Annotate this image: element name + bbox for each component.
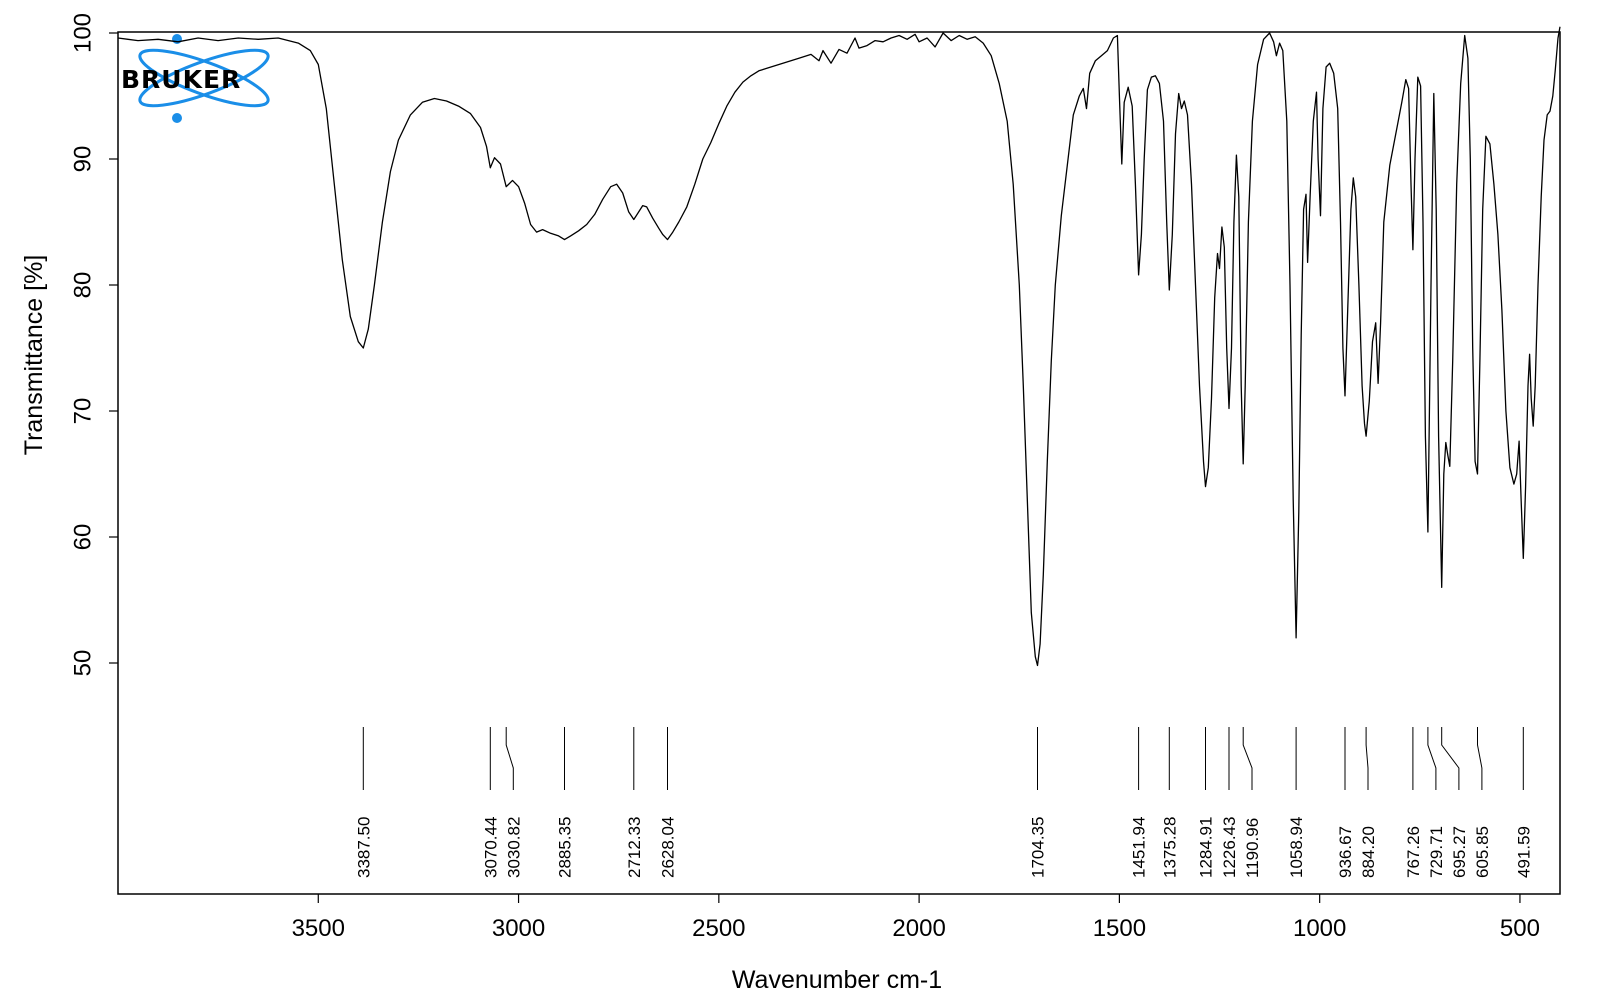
peak-label: 1284.91 xyxy=(1197,817,1216,878)
peak-label: 605.85 xyxy=(1473,826,1492,878)
y-tick-label: 70 xyxy=(69,398,96,425)
x-tick-label: 1000 xyxy=(1293,915,1346,942)
x-axis-title: Wavenumber cm-1 xyxy=(732,966,942,994)
peak-label: 491.59 xyxy=(1514,826,1533,878)
peak-marker-line xyxy=(1441,727,1460,790)
y-tick-label: 50 xyxy=(69,650,96,677)
peak-label: 695.27 xyxy=(1450,826,1469,878)
peak-label: 884.20 xyxy=(1359,826,1378,878)
y-axis-title: Transmittance [%] xyxy=(20,255,48,456)
y-tick-label: 100 xyxy=(69,13,96,53)
peak-marker-line xyxy=(1365,727,1369,790)
peak-marker-line xyxy=(505,727,514,790)
x-tick-label: 2000 xyxy=(892,915,945,942)
peak-label: 2712.33 xyxy=(625,817,644,878)
peak-label: 1375.28 xyxy=(1160,817,1179,878)
atom-orbits-icon xyxy=(138,34,270,123)
x-tick-label: 3000 xyxy=(492,915,545,942)
peak-markers: 3387.50 3070.44 3030.82 2885.35 2712.33 2628.… xyxy=(354,727,1533,878)
peak-label: 767.26 xyxy=(1404,826,1423,878)
peak-marker-line xyxy=(1427,727,1437,790)
peak-label: 3387.50 xyxy=(354,817,373,878)
peak-label: 729.71 xyxy=(1427,826,1446,878)
peak-label: 936.67 xyxy=(1336,826,1355,878)
y-tick-label: 80 xyxy=(69,272,96,299)
axes: 3500 3000 2500 2000 1500 1000 500 50 60 70 80 90 100 xyxy=(69,13,1540,942)
peak-marker-line xyxy=(1477,727,1483,790)
peak-label: 1190.96 xyxy=(1243,818,1262,878)
logo-wordmark: BRUKER xyxy=(121,65,241,94)
x-tick-label: 3500 xyxy=(292,915,345,942)
peak-label: 3070.44 xyxy=(481,817,500,878)
bruker-logo: BRUKER xyxy=(121,34,270,123)
spectrum-line xyxy=(117,26,1561,667)
peak-label: 2628.04 xyxy=(659,817,678,878)
peak-label: 1704.35 xyxy=(1029,817,1048,878)
y-tick-label: 60 xyxy=(69,524,96,551)
peak-label: 1451.94 xyxy=(1130,817,1149,878)
x-tick-label: 500 xyxy=(1500,915,1540,942)
peak-marker-line xyxy=(1242,727,1253,790)
peak-label: 1226.43 xyxy=(1220,817,1239,878)
peak-label: 3030.82 xyxy=(504,817,523,878)
plot-frame xyxy=(117,31,1561,895)
peak-label: 2885.35 xyxy=(555,817,574,878)
x-tick-label: 2500 xyxy=(692,915,745,942)
y-tick-label: 90 xyxy=(69,146,96,173)
peak-label: 1058.94 xyxy=(1287,817,1306,878)
x-tick-label: 1500 xyxy=(1093,915,1146,942)
